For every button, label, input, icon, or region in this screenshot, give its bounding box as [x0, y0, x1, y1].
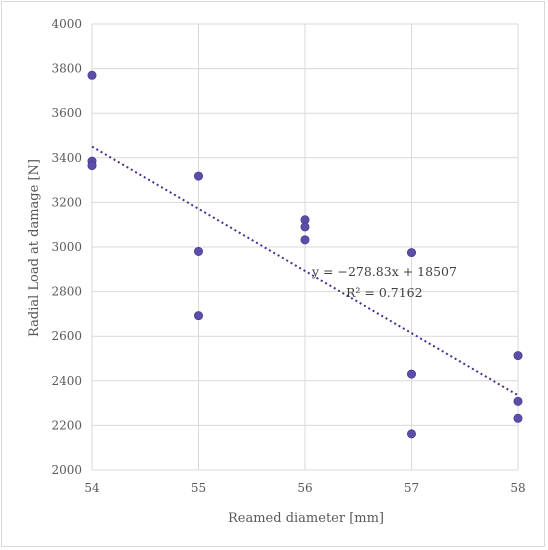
data-point — [513, 396, 523, 406]
y-tick-label: 3200 — [51, 195, 82, 209]
trendline-equation: y = −278.83x + 18507 — [311, 264, 457, 279]
x-tick-label: 57 — [404, 481, 419, 495]
y-tick-labels: 2000 2200 2400 2600 2800 3000 3200 3400 3600 3800… — [51, 17, 82, 477]
y-tick-label: 2600 — [51, 329, 82, 343]
data-point — [406, 429, 416, 439]
data-point — [513, 413, 523, 423]
x-tick-label: 54 — [84, 481, 100, 495]
x-tick-label: 56 — [297, 481, 312, 495]
data-point — [300, 222, 310, 232]
trendline-r-squared: R² = 0.7162 — [346, 285, 423, 300]
data-points — [87, 70, 523, 439]
data-point — [87, 161, 97, 171]
y-tick-label: 2800 — [51, 285, 82, 299]
x-axis-title: Reamed diameter [mm] — [228, 511, 384, 526]
trendline — [91, 145, 519, 397]
y-tick-label: 3000 — [51, 240, 82, 254]
x-tick-label: 58 — [510, 481, 525, 495]
data-point — [406, 248, 416, 258]
gridlines — [91, 23, 519, 471]
data-point — [406, 369, 416, 379]
data-point — [87, 70, 97, 80]
y-tick-label: 2000 — [51, 463, 82, 477]
data-point — [513, 351, 523, 361]
data-point — [194, 246, 204, 256]
y-tick-label: 3600 — [51, 106, 82, 120]
y-tick-label: 2400 — [51, 374, 82, 388]
x-tick-label: 55 — [191, 481, 206, 495]
x-tick-labels: 54 55 56 57 58 — [84, 481, 525, 495]
y-tick-label: 3400 — [51, 151, 82, 165]
y-tick-label: 4000 — [51, 17, 82, 31]
y-tick-label: 2200 — [51, 418, 82, 432]
data-point — [194, 311, 204, 321]
data-point — [194, 171, 204, 181]
y-tick-label: 3800 — [51, 62, 82, 76]
data-point — [300, 235, 310, 245]
y-axis-title: Radial Load at damage [N] — [27, 159, 42, 337]
